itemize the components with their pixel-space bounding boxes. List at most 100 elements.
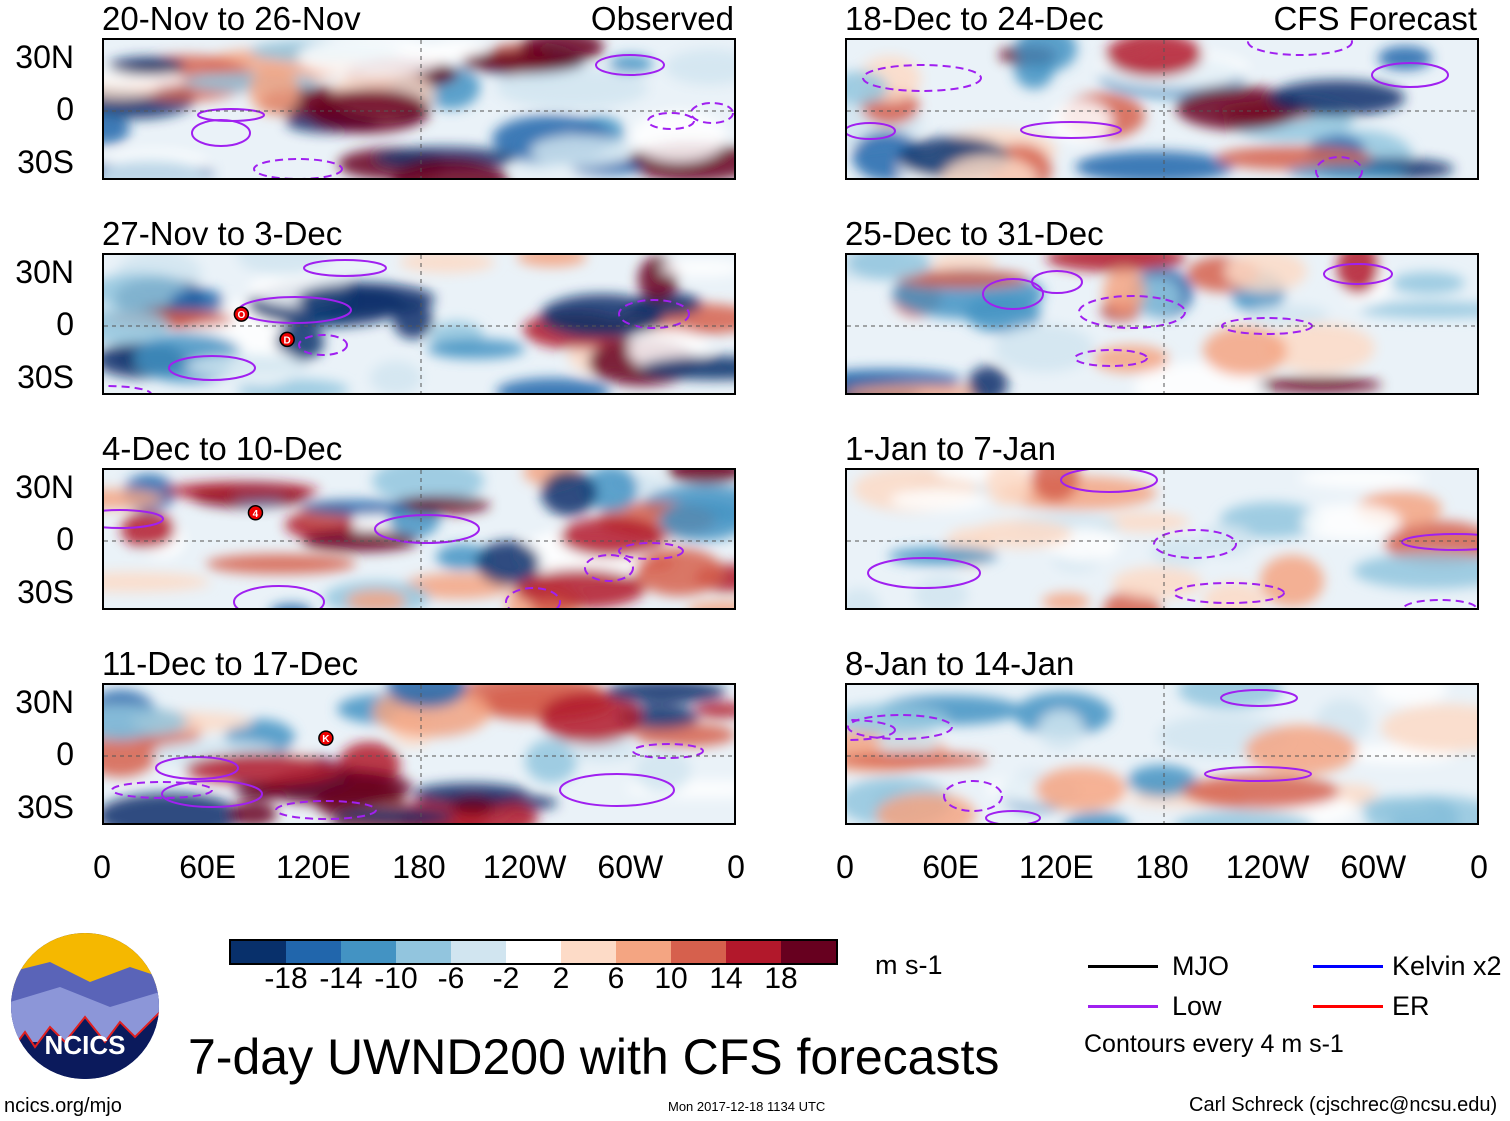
colorbar-tick-label: 2 [552, 962, 570, 995]
wind-anomaly-blob [661, 259, 734, 277]
contour-low [632, 743, 704, 759]
wind-anomaly-blob [847, 385, 987, 393]
wind-anomaly-blob [932, 255, 996, 274]
wind-anomaly-blob [515, 569, 645, 608]
legend-line-kelvin [1313, 965, 1383, 968]
lon-tick-label: 120E [275, 849, 351, 885]
lon-tick-label: 120W [1225, 849, 1310, 885]
panel-title: 1-Jan to 7-Jan [845, 430, 1056, 467]
logo-text: NCICS [45, 1030, 126, 1060]
lon-tick-label: 0 [93, 849, 111, 885]
wind-anomaly-blob [609, 55, 653, 73]
wind-anomaly-blob [972, 520, 1072, 548]
contour-low [647, 112, 695, 130]
colorbar-swatch [231, 941, 286, 963]
colorbar-swatch [286, 941, 341, 963]
wind-anomaly-blob [847, 704, 949, 734]
wind-anomaly-blob [985, 470, 1031, 506]
wind-anomaly-blob [1175, 811, 1313, 823]
contour-low [191, 119, 251, 147]
wind-anomaly-blob [847, 588, 881, 608]
contour-low [985, 810, 1041, 823]
lat-tick-label: 30N [15, 469, 74, 505]
storm-marker: O [233, 306, 250, 322]
colorbar-swatch [671, 941, 726, 963]
colorbar [229, 939, 838, 965]
wind-anomaly-blob [1093, 345, 1169, 373]
figure-title: 7-day UWND200 with CFS forecasts [188, 1029, 1000, 1085]
lon-tick-label: 60E [179, 849, 237, 885]
colorbar-swatch [396, 941, 451, 963]
wind-anomaly-blob [1267, 323, 1375, 373]
map-panel: 4 [102, 468, 736, 610]
wind-anomaly-blob [229, 802, 277, 823]
legend-line-mjo [1088, 965, 1158, 968]
wind-anomaly-blob [687, 601, 734, 608]
wind-anomaly-blob [451, 797, 495, 815]
lon-tick-label: 120W [482, 849, 567, 885]
wind-anomaly-blob [1216, 146, 1372, 170]
contour-low [1074, 349, 1148, 367]
wind-anomaly-blob [427, 339, 525, 359]
contour-low [847, 714, 953, 740]
legend-label-mjo: MJO [1172, 951, 1229, 981]
lat-tick-label: 0 [56, 91, 74, 127]
wind-anomaly-blob [540, 294, 664, 338]
contour-low [1078, 295, 1186, 329]
wind-anomaly-blob [185, 354, 309, 378]
contour-low [690, 102, 734, 124]
contour-low [111, 781, 213, 799]
wind-anomaly-blob [404, 573, 512, 599]
contour-low [982, 278, 1044, 310]
contour-note: Contours every 4 m s-1 [1084, 1030, 1344, 1058]
wind-anomaly-blob [206, 554, 356, 574]
lon-tick-label: 0 [727, 849, 745, 885]
wind-anomaly-blob [335, 808, 455, 823]
wind-anomaly-blob [392, 496, 490, 514]
wind-anomaly-blob [1035, 767, 1127, 811]
wind-anomaly-blob [1042, 593, 1090, 608]
wind-anomaly-blob [847, 255, 931, 280]
colorbar-tick-label: 6 [607, 962, 625, 995]
legend-label-er: ER [1392, 991, 1430, 1021]
colorbar-tick-label: 14 [709, 962, 743, 995]
wind-anomaly-blob [301, 500, 411, 516]
wind-anomaly-blob [104, 793, 241, 823]
contour-low [1220, 689, 1298, 707]
wind-anomaly-blob [665, 49, 734, 85]
contour-low [1371, 62, 1449, 88]
wind-anomaly-blob [1391, 272, 1465, 294]
legend-line-low [1088, 1005, 1158, 1008]
colorbar-swatch [781, 941, 836, 963]
wind-anomaly-blob [847, 71, 888, 105]
wind-anomaly-blob [1225, 255, 1307, 292]
colorbar-tick-label: 18 [764, 962, 798, 995]
wind-anomaly-blob [1065, 812, 1129, 823]
footer-timestamp: Mon 2017-12-18 1134 UTC [668, 1099, 826, 1114]
contour-low [867, 557, 981, 589]
wind-anomaly-blob [1381, 704, 1477, 752]
wind-anomaly-blob [1075, 151, 1233, 178]
contour-low [862, 64, 982, 92]
wind-anomaly-blob [387, 685, 467, 708]
wind-anomaly-blob [634, 723, 734, 747]
wind-anomaly-blob [541, 470, 597, 516]
wind-anomaly-blob [104, 71, 186, 89]
colorbar-tick-label: -2 [492, 962, 520, 995]
colorbar-tick-label: -10 [374, 962, 418, 995]
wind-anomaly-blob [104, 158, 205, 178]
wind-anomaly-blob [1112, 567, 1202, 599]
wind-anomaly-blob [249, 67, 299, 115]
contour-low [847, 719, 896, 741]
wind-anomaly-blob [1182, 775, 1340, 809]
contour-low [1315, 156, 1363, 178]
wind-anomaly-blob [895, 270, 1029, 288]
wind-anomaly-blob [104, 572, 210, 592]
wind-anomaly-blob [104, 705, 188, 739]
wind-anomaly-blob [399, 255, 495, 273]
wind-anomaly-blob [1203, 582, 1265, 608]
storm-marker: K [318, 730, 334, 746]
colorbar-swatch [561, 941, 616, 963]
wind-anomaly-blob [888, 547, 998, 565]
